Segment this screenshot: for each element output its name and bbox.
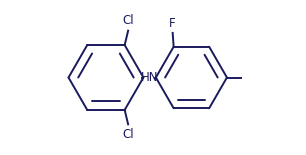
- Text: F: F: [169, 17, 176, 30]
- Text: HN: HN: [141, 71, 159, 84]
- Text: Cl: Cl: [122, 14, 134, 27]
- Text: Cl: Cl: [122, 128, 134, 141]
